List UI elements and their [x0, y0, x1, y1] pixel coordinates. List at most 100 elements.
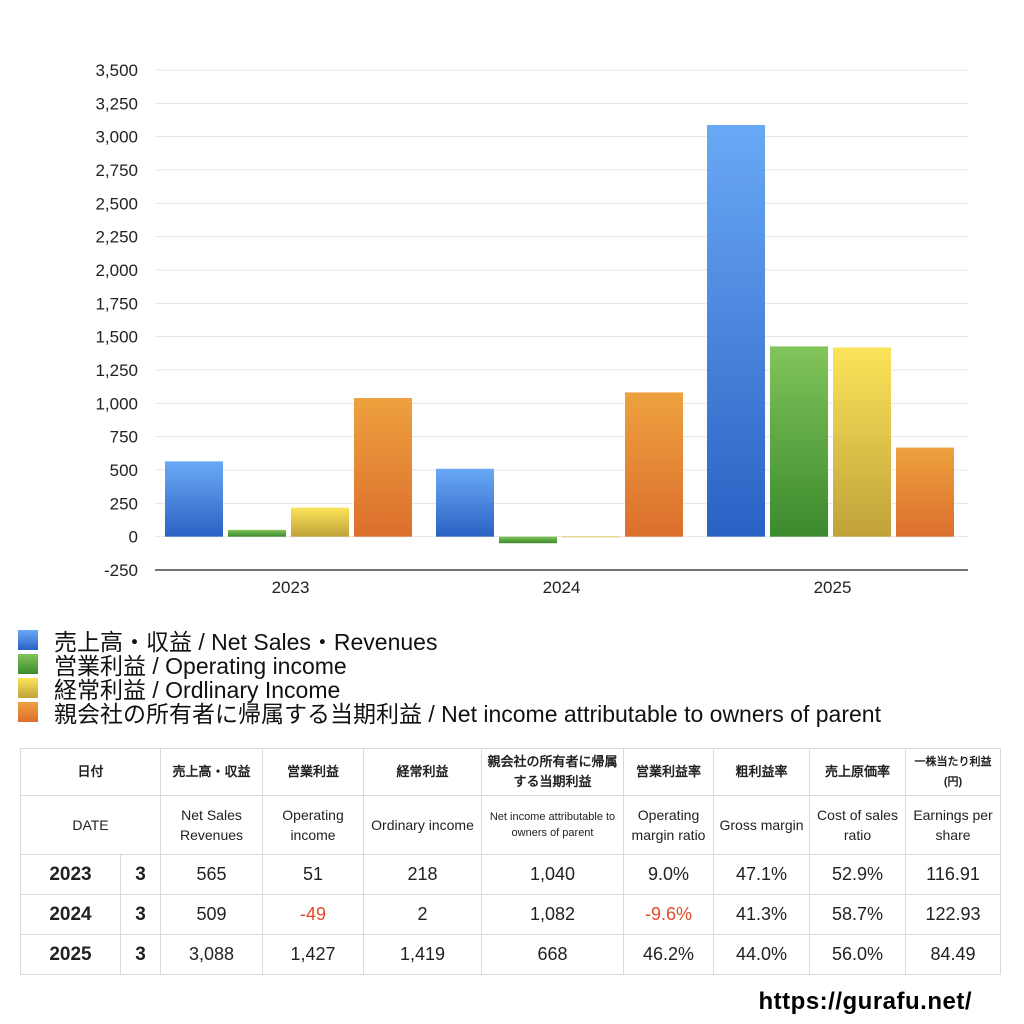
header-net-income-jp: 親会社の所有者に帰属する当期利益 — [481, 748, 625, 796]
x-tick-label: 2023 — [272, 578, 310, 597]
row-cost: 52.9% — [809, 854, 907, 895]
header-sales-en: Net Sales Revenues — [160, 795, 264, 855]
row-year: 2024 — [20, 894, 121, 935]
row-sales: 509 — [160, 894, 264, 935]
row-cost: 58.7% — [809, 894, 907, 935]
x-tick-label: 2025 — [814, 578, 852, 597]
bar-2025-series-0 — [707, 124, 765, 537]
row-ordinary: 218 — [363, 854, 483, 895]
bar-2023-series-0 — [165, 461, 223, 537]
x-axis-ticks: 2023 2024 2025 — [272, 578, 852, 597]
y-tick-label: 0 — [129, 528, 138, 547]
y-tick-label: 2,250 — [95, 228, 138, 247]
y-tick-label: 1,500 — [95, 328, 138, 347]
legend-item-sales: 売上高・収益 / Net Sales・Revenues — [18, 628, 881, 655]
legend-label-sales: 売上高・収益 / Net Sales・Revenues — [54, 629, 438, 655]
header-sales-jp: 売上高・収益 — [160, 748, 264, 796]
header-ordinary-en: Ordinary income — [363, 795, 483, 855]
legend-swatch-net-income — [18, 702, 38, 722]
row-ordinary: 2 — [363, 894, 483, 935]
legend-label-operating: 営業利益 / Operating income — [54, 653, 347, 679]
financial-table: 日付 売上高・収益 営業利益 経常利益 親会社の所有者に帰属する当期利益 営業利… — [19, 748, 1002, 975]
gridlines — [155, 69, 968, 538]
y-tick-label: 1,250 — [95, 361, 138, 380]
header-eps-jp: 一株当たり利益 (円) — [905, 748, 1002, 796]
legend-swatch-ordinary — [18, 678, 38, 698]
header-ordinary-jp: 経常利益 — [363, 748, 483, 796]
row-eps: 116.91 — [905, 854, 1002, 895]
row-sales: 565 — [160, 854, 264, 895]
header-date-jp: 日付 — [19, 748, 162, 796]
header-gross-jp: 粗利益率 — [713, 748, 811, 796]
row-net-income: 1,082 — [481, 894, 625, 935]
row-net-income: 1,040 — [481, 854, 625, 895]
row-op-margin: -9.6% — [623, 894, 715, 935]
row-month: 3 — [119, 894, 162, 935]
legend-swatch-sales — [18, 630, 38, 650]
header-eps-en: Earnings per share — [905, 795, 1002, 855]
y-axis-ticks: -250 0 250 500 750 1,000 1,250 1,500 1,750 2,000 2… — [95, 61, 138, 580]
y-tick-label: 2,500 — [95, 194, 138, 213]
table-row: 2023 3 565 51 218 1,040 9.0% 47.1% 52.9%… — [20, 854, 1002, 895]
row-gross: 44.0% — [713, 934, 811, 975]
bar-2023-series-3 — [354, 398, 412, 537]
row-ordinary: 1,419 — [363, 934, 483, 975]
bar-2024-series-3 — [625, 392, 683, 537]
row-operating: 51 — [262, 854, 365, 895]
row-gross: 47.1% — [713, 854, 811, 895]
header-op-margin-en: Operating margin ratio — [623, 795, 715, 855]
bar-chart: -250 0 250 500 750 1,000 1,250 1,500 1,750 2,000 2… — [95, 61, 968, 597]
table-header-jp: 日付 売上高・収益 営業利益 経常利益 親会社の所有者に帰属する当期利益 営業利… — [19, 748, 1002, 796]
row-month: 3 — [119, 934, 162, 975]
header-op-margin-jp: 営業利益率 — [623, 748, 715, 796]
y-tick-label: 750 — [110, 428, 138, 447]
header-cost-jp: 売上原価率 — [809, 748, 907, 796]
row-operating: 1,427 — [262, 934, 365, 975]
y-tick-label: 250 — [110, 494, 138, 513]
y-tick-label: 3,250 — [95, 94, 138, 113]
y-tick-label: 500 — [110, 461, 138, 480]
legend-item-operating: 営業利益 / Operating income — [18, 652, 881, 679]
y-tick-label: 3,500 — [95, 61, 138, 80]
row-gross: 41.3% — [713, 894, 811, 935]
header-operating-en: Operating income — [262, 795, 365, 855]
table-header-en: DATE Net Sales Revenues Operating income… — [19, 795, 1002, 855]
y-tick-label: -250 — [104, 561, 138, 580]
row-op-margin: 9.0% — [623, 854, 715, 895]
legend-item-ordinary: 経常利益 / Ordlinary Income — [18, 676, 881, 703]
bar-2024-series-0 — [436, 468, 494, 537]
bar-2023-series-2 — [291, 507, 349, 537]
header-date-en: DATE — [19, 795, 162, 855]
y-tick-label: 1,750 — [95, 294, 138, 313]
y-tick-label: 2,000 — [95, 261, 138, 280]
header-cost-en: Cost of sales ratio — [809, 795, 907, 855]
row-cost: 56.0% — [809, 934, 907, 975]
row-month: 3 — [119, 854, 162, 895]
row-year: 2023 — [20, 854, 121, 895]
row-year: 2025 — [20, 934, 121, 975]
y-tick-label: 1,000 — [95, 394, 138, 413]
legend-item-net-income: 親会社の所有者に帰属する当期利益 / Net income attributab… — [18, 700, 881, 727]
row-operating: -49 — [262, 894, 365, 935]
x-tick-label: 2024 — [543, 578, 581, 597]
y-tick-label: 2,750 — [95, 161, 138, 180]
row-eps: 122.93 — [905, 894, 1002, 935]
table-row: 2025 3 3,088 1,427 1,419 668 46.2% 44.0%… — [20, 934, 1002, 975]
row-net-income: 668 — [481, 934, 625, 975]
bar-2025-series-3 — [896, 447, 954, 537]
bars — [165, 124, 954, 544]
chart-legend: 売上高・収益 / Net Sales・Revenues 営業利益 / Opera… — [18, 628, 881, 727]
header-gross-en: Gross margin — [713, 795, 811, 855]
legend-swatch-operating — [18, 654, 38, 674]
header-net-income-en: Net income attributable to owners of par… — [481, 795, 625, 855]
row-eps: 84.49 — [905, 934, 1002, 975]
bar-2024-series-2 — [562, 536, 620, 538]
bar-2025-series-2 — [833, 347, 891, 537]
legend-label-net-income: 親会社の所有者に帰属する当期利益 / Net income attributab… — [54, 701, 881, 727]
header-operating-jp: 営業利益 — [262, 748, 365, 796]
y-tick-label: 3,000 — [95, 128, 138, 147]
site-url: https://gurafu.net/ — [758, 988, 972, 1015]
bar-2025-series-1 — [770, 346, 828, 537]
bar-2023-series-1 — [228, 529, 286, 537]
table-row: 2024 3 509 -49 2 1,082 -9.6% 41.3% 58.7%… — [20, 894, 1002, 935]
